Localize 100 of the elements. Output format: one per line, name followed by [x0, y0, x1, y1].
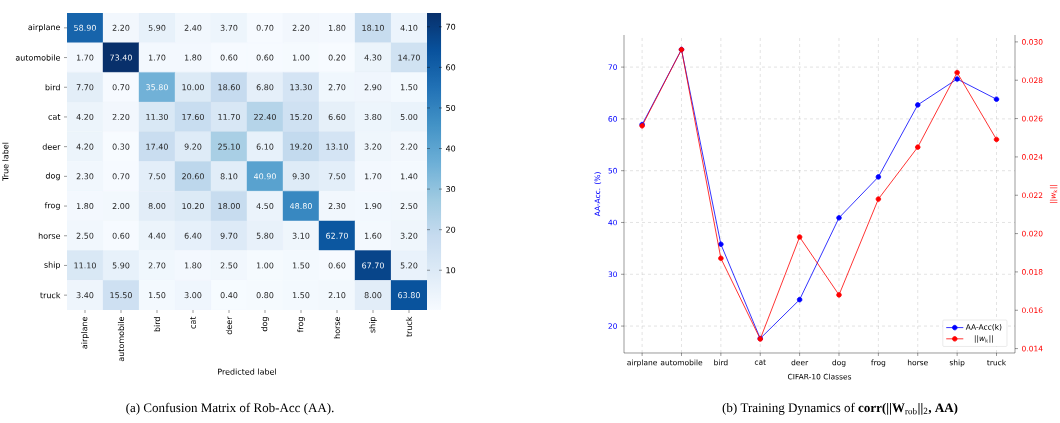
data-label: 18.10 — [362, 24, 384, 31]
data-label: 8.00 — [364, 292, 382, 299]
data-label: 5.90 — [112, 262, 130, 269]
data-label: 1.50 — [292, 262, 310, 269]
data-label: 4.30 — [364, 54, 382, 61]
data-label: 0.60 — [256, 54, 274, 61]
data-label: 58.90 — [74, 24, 96, 31]
point — [954, 69, 960, 76]
data-label: 5.00 — [400, 113, 418, 120]
point — [796, 234, 803, 240]
data-label: 14.70 — [398, 54, 420, 61]
data-label: 2.90 — [364, 84, 382, 91]
data-label: 5.20 — [400, 262, 418, 269]
data-label: 48.80 — [289, 203, 312, 210]
data-label: 2.30 — [328, 203, 346, 210]
data-label: 2.50 — [400, 203, 418, 210]
data-label: 3.80 — [364, 113, 382, 120]
data-label: 0.70 — [256, 24, 274, 31]
color-bar-label: 30 — [446, 186, 456, 193]
data-label: 6.40 — [184, 232, 202, 239]
y-tick-label: cat — [48, 114, 61, 120]
data-label: 11.10 — [74, 262, 96, 269]
data-label: 2.70 — [328, 84, 346, 91]
point — [875, 174, 882, 180]
data-label: 1.50 — [400, 84, 418, 91]
data-label: 0.60 — [328, 262, 346, 269]
data-label: 2.00 — [112, 203, 130, 210]
data-label: 6.10 — [256, 143, 274, 150]
data-label: 1.80 — [184, 262, 202, 269]
data-label: 11.30 — [146, 113, 168, 120]
color-bar-label: 40 — [445, 145, 456, 152]
data-label: 2.30 — [76, 173, 94, 180]
x-tick-label: cat — [190, 316, 196, 329]
data-label: 0.30 — [112, 143, 130, 150]
point — [718, 255, 724, 262]
data-label: 1.00 — [256, 262, 274, 269]
data-label: 3.10 — [292, 232, 310, 239]
point — [915, 144, 921, 150]
data-label: 0.60 — [112, 232, 130, 239]
data-label: 8.00 — [148, 203, 166, 210]
data-label: 17.60 — [182, 113, 204, 120]
data-label: 1.80 — [76, 203, 94, 210]
data-label: 9.70 — [220, 232, 238, 239]
point — [836, 215, 842, 221]
color-bar-label: 10 — [446, 267, 456, 274]
data-label: 7.50 — [148, 173, 166, 180]
data-label: 6.80 — [256, 84, 274, 91]
data-label: 2.50 — [76, 232, 94, 239]
data-label: 4.20 — [76, 113, 94, 120]
data-label: 6.60 — [328, 113, 346, 120]
color-bar-label: 60 — [446, 64, 456, 71]
data-label: 18.00 — [218, 203, 240, 210]
data-label: 4.10 — [400, 24, 418, 31]
x-axis-title: Predicted label — [218, 368, 276, 375]
data-label: 15.50 — [110, 292, 132, 299]
data-label: 62.70 — [326, 232, 348, 239]
x-tick-label: dog — [261, 317, 269, 332]
data-label: 0.40 — [220, 292, 238, 299]
data-label: 0.80 — [256, 292, 274, 299]
color-bar-label: 50 — [446, 104, 456, 111]
data-label: 1.80 — [328, 24, 346, 31]
data-label: 2.20 — [292, 24, 310, 31]
x-tick-label: ship — [369, 316, 377, 333]
data-label: 1.60 — [364, 232, 382, 239]
data-label: 22.40 — [254, 113, 276, 120]
y-tick-label: ship — [44, 261, 61, 270]
data-label: 2.70 — [148, 262, 166, 269]
data-label: 3.40 — [76, 292, 94, 299]
data-label: 73.40 — [110, 54, 132, 61]
data-label: 1.50 — [148, 292, 166, 299]
x-tick-label: truck — [405, 316, 413, 337]
point — [915, 102, 921, 108]
data-label: 10.00 — [182, 84, 204, 91]
data-label: 8.10 — [220, 173, 238, 180]
x-tick-label: airplane — [81, 316, 89, 349]
data-label: 15.20 — [290, 113, 312, 120]
text: (a) Confusion Matrix of Rob-Acc (AA). — [126, 402, 334, 415]
y-tick-label: truck — [40, 292, 61, 299]
data-label: 1.00 — [292, 54, 310, 61]
y-tick-label: dog — [45, 172, 60, 181]
x-tick-label: horse — [333, 316, 341, 339]
x-tick-label: bird — [153, 317, 161, 332]
data-label: 5.90 — [148, 24, 166, 31]
data-label: 25.10 — [218, 143, 240, 150]
data-label: 7.70 — [76, 84, 94, 91]
data-label: 1.90 — [364, 203, 382, 210]
data-label: 9.30 — [292, 173, 310, 180]
point — [836, 292, 842, 298]
y-tick-label: airplane — [28, 23, 61, 32]
point — [718, 241, 724, 247]
data-label: 1.70 — [148, 54, 166, 61]
data-label: 10.20 — [182, 203, 204, 210]
y-tick-label: frog — [44, 202, 60, 210]
y-tick-label: horse — [38, 232, 61, 239]
data-label: 13.10 — [326, 143, 348, 150]
point — [875, 196, 882, 202]
data-label: 2.50 — [220, 262, 238, 269]
x-tick-label: automobile — [117, 316, 125, 362]
data-label: 0.70 — [112, 173, 130, 180]
data-label: 1.70 — [76, 54, 94, 61]
